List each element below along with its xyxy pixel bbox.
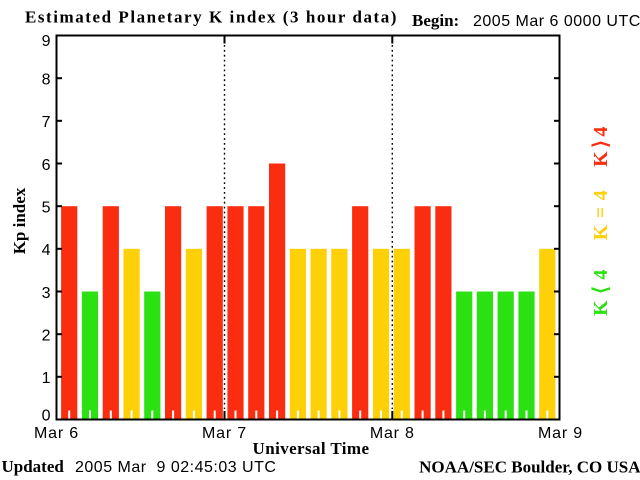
svg-text:Kp index: Kp index	[10, 187, 29, 254]
svg-text:5: 5	[42, 200, 51, 217]
svg-text:Universal Time: Universal Time	[253, 439, 370, 458]
svg-text:Begin:: Begin:	[412, 11, 459, 30]
svg-text:Mar 6: Mar 6	[34, 425, 79, 442]
svg-text:6: 6	[42, 157, 51, 174]
svg-text:0: 0	[42, 407, 51, 424]
svg-text:2005 Mar 9 02:45:03 UTC: 2005 Mar 9 02:45:03 UTC	[75, 459, 276, 476]
svg-text:7: 7	[42, 114, 51, 131]
svg-text:K⟨4: K⟨4	[590, 263, 612, 316]
svg-text:K⟩4: K⟩4	[590, 123, 612, 167]
svg-text:2005 Mar 6 0000 UTC: 2005 Mar 6 0000 UTC	[473, 13, 640, 30]
svg-text:NOAA/SEC Boulder, CO USA: NOAA/SEC Boulder, CO USA	[419, 458, 640, 477]
svg-text:Updated: Updated	[2, 457, 65, 476]
svg-text:Mar 9: Mar 9	[538, 425, 583, 442]
svg-text:Mar 8: Mar 8	[370, 425, 415, 442]
svg-text:9: 9	[42, 33, 51, 50]
svg-text:3: 3	[42, 285, 51, 302]
svg-text:4: 4	[42, 242, 51, 259]
svg-text:8: 8	[42, 72, 51, 89]
svg-text:K=4: K=4	[590, 184, 612, 240]
svg-text:Estimated Planetary K index (3: Estimated Planetary K index (3 hour data…	[25, 8, 398, 27]
svg-text:1: 1	[42, 370, 51, 387]
svg-text:Mar 7: Mar 7	[202, 425, 247, 442]
svg-text:2: 2	[42, 328, 51, 345]
